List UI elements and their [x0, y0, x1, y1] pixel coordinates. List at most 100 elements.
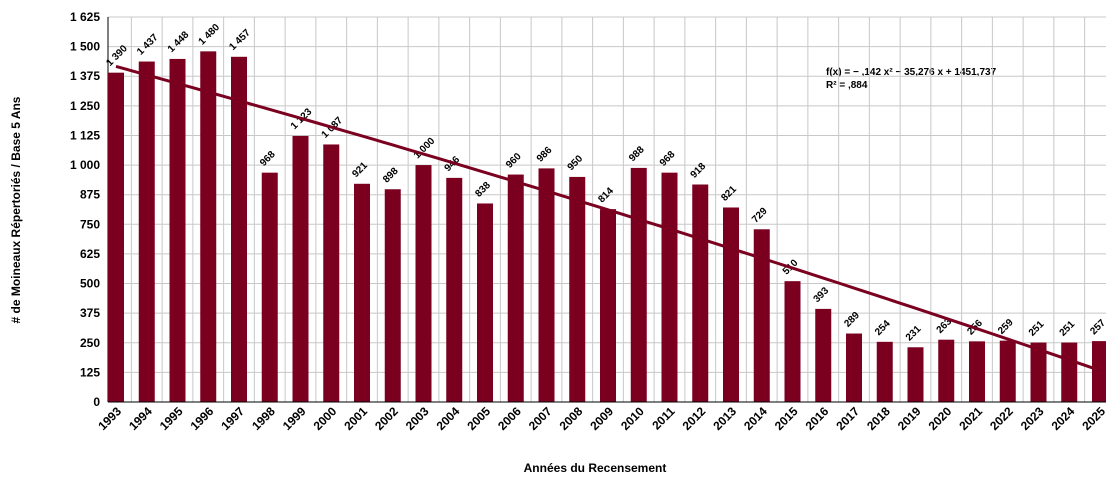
value-label: 838: [473, 180, 493, 200]
bar: [292, 135, 309, 403]
value-label: 254: [873, 318, 893, 338]
value-label: 986: [535, 145, 555, 165]
bar: [384, 189, 401, 402]
bar: [569, 176, 586, 402]
x-tick-label: 1994: [126, 404, 155, 433]
bar: [661, 172, 678, 402]
x-tick-label: 2001: [341, 404, 370, 433]
x-tick-label: 2018: [864, 404, 893, 433]
value-label: 1 457: [227, 27, 253, 53]
x-tick-label: 2007: [526, 404, 555, 433]
bar: [446, 177, 463, 402]
value-label: 259: [996, 317, 1016, 337]
bar: [846, 333, 862, 402]
value-label: 960: [504, 151, 524, 171]
x-tick-label: 2002: [372, 404, 401, 433]
bar: [200, 51, 217, 402]
bar: [323, 144, 340, 403]
x-tick-label: 2015: [772, 404, 801, 433]
y-tick-label: 1 375: [70, 69, 100, 83]
bar: [630, 167, 647, 402]
bar: [231, 56, 247, 403]
x-tick-label: 2019: [895, 404, 924, 433]
bar: [600, 209, 616, 402]
x-tick-label: 2011: [649, 404, 678, 433]
value-label: 729: [750, 206, 770, 226]
x-tick-label: 2020: [926, 404, 955, 433]
y-tick-label: 1 500: [70, 40, 100, 54]
x-axis-title: Années du Recensement: [524, 461, 667, 475]
bar: [169, 58, 186, 402]
y-axis-title: # de Moineaux Répertoriés / Base 5 Ans: [9, 96, 23, 323]
y-tick-label: 625: [80, 247, 100, 261]
bar: [723, 207, 739, 402]
value-label: 968: [258, 149, 278, 169]
x-tick-label: 2024: [1049, 404, 1078, 433]
bar: [969, 341, 985, 402]
bar: [477, 203, 493, 402]
bar: [938, 339, 955, 402]
y-tick-label: 0: [93, 395, 100, 409]
value-label: 393: [812, 285, 832, 305]
value-label: 988: [627, 144, 647, 164]
bar: [108, 72, 124, 402]
value-label: 921: [350, 160, 370, 180]
y-tick-label: 375: [80, 306, 100, 320]
trend-r2: R² = ,884: [826, 80, 868, 91]
bar: [999, 340, 1016, 402]
bar: [876, 341, 893, 402]
x-tick-label: 2022: [987, 404, 1016, 433]
x-tick-label: 2008: [557, 404, 586, 433]
bar: [507, 174, 524, 402]
bar: [692, 184, 709, 402]
value-label: 898: [381, 165, 401, 185]
value-label: 950: [566, 153, 586, 173]
bar: [753, 229, 770, 402]
x-tick-label: 2014: [741, 404, 770, 433]
x-tick-label: 2010: [618, 404, 647, 433]
bar: [1061, 342, 1078, 402]
x-tick-label: 2006: [495, 404, 524, 433]
bar: [138, 61, 155, 403]
value-label: 1 448: [166, 29, 192, 55]
x-tick-label: 1999: [280, 404, 309, 433]
value-label: 918: [689, 161, 709, 181]
value-label: 968: [658, 149, 678, 169]
trend-equation: f(x) = − ,142 x² − 35,276 x + 1451,737: [826, 67, 997, 78]
x-tick-label: 2009: [587, 404, 616, 433]
bar: [907, 347, 924, 402]
value-label: 821: [719, 184, 739, 204]
y-tick-label: 1 250: [70, 99, 100, 113]
x-tick-label: 2003: [403, 404, 432, 433]
x-tick-label: 1995: [157, 404, 186, 433]
x-tick-label: 2021: [956, 404, 985, 433]
y-tick-label: 1 625: [70, 10, 100, 24]
bar: [354, 183, 370, 402]
value-label: 251: [1058, 319, 1078, 339]
trendline: [115, 64, 1101, 372]
y-tick-label: 125: [80, 365, 100, 379]
bar: [261, 172, 278, 402]
x-tick-label: 2012: [680, 404, 709, 433]
y-tick-label: 1 000: [70, 158, 100, 172]
y-tick-label: 1 125: [70, 128, 100, 142]
y-tick-label: 500: [80, 277, 100, 291]
y-tick-label: 750: [80, 217, 100, 231]
value-label: 251: [1027, 319, 1047, 339]
bar: [1030, 342, 1047, 402]
bar: [538, 168, 555, 402]
x-tick-label: 1998: [249, 404, 278, 433]
x-tick-label: 2000: [311, 404, 340, 433]
x-tick-label: 2025: [1079, 404, 1106, 433]
y-tick-label: 250: [80, 336, 100, 350]
value-label: 231: [904, 324, 924, 344]
bar: [415, 165, 432, 402]
y-tick-label: 875: [80, 188, 100, 202]
x-tick-label: 2017: [833, 404, 862, 433]
x-tick-label: 2013: [710, 404, 739, 433]
x-tick-label: 2023: [1018, 404, 1047, 433]
value-label: 814: [596, 185, 616, 205]
x-tick-label: 1996: [188, 404, 217, 433]
value-label: 1 437: [135, 32, 161, 58]
